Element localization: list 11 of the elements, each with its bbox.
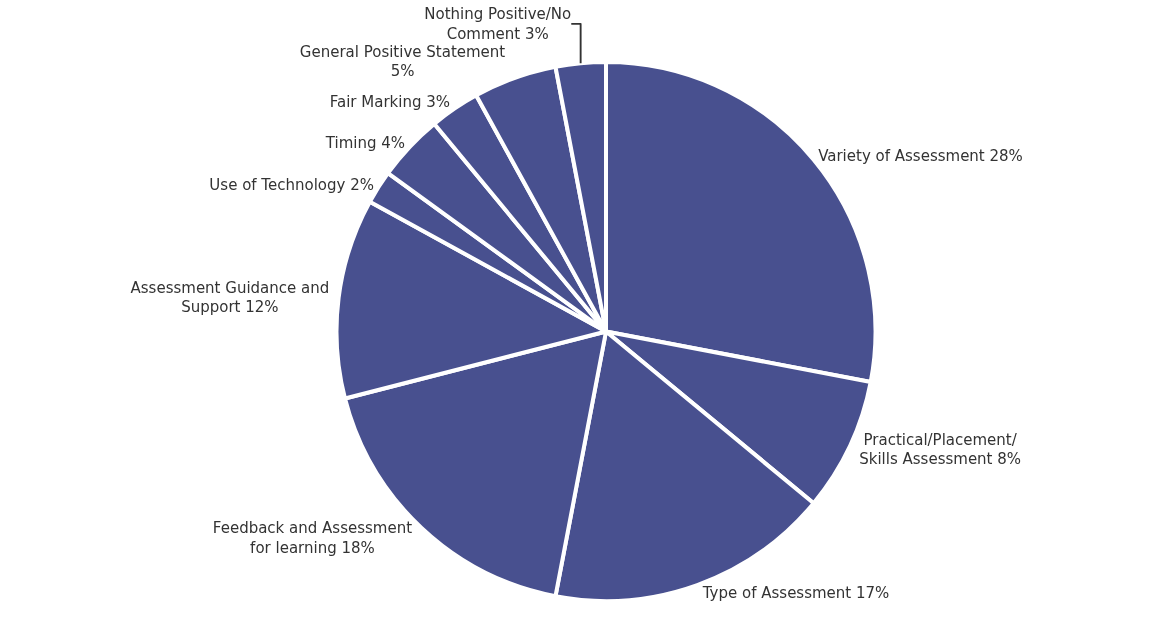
slice-label: Use of Technology 2% xyxy=(209,175,374,194)
slice-label: Assessment Guidance and Support 12% xyxy=(130,278,330,317)
data-label: 5% xyxy=(390,62,415,81)
slice-label: General Positive Statement xyxy=(299,42,506,61)
slice-label: Practical/Placement/ Skills Assessment 8% xyxy=(859,430,1022,469)
slice-label: Type of Assessment 17% xyxy=(701,584,890,603)
slice-label: Timing 4% xyxy=(324,133,406,152)
slice-label: Nothing Positive/No Comment 3% xyxy=(424,5,572,43)
slice-label: Feedback and Assessment for learning 18% xyxy=(212,519,413,557)
slice-label: Fair Marking 3% xyxy=(329,93,451,112)
slice-label: Variety of Assessment 28% xyxy=(818,147,1023,166)
